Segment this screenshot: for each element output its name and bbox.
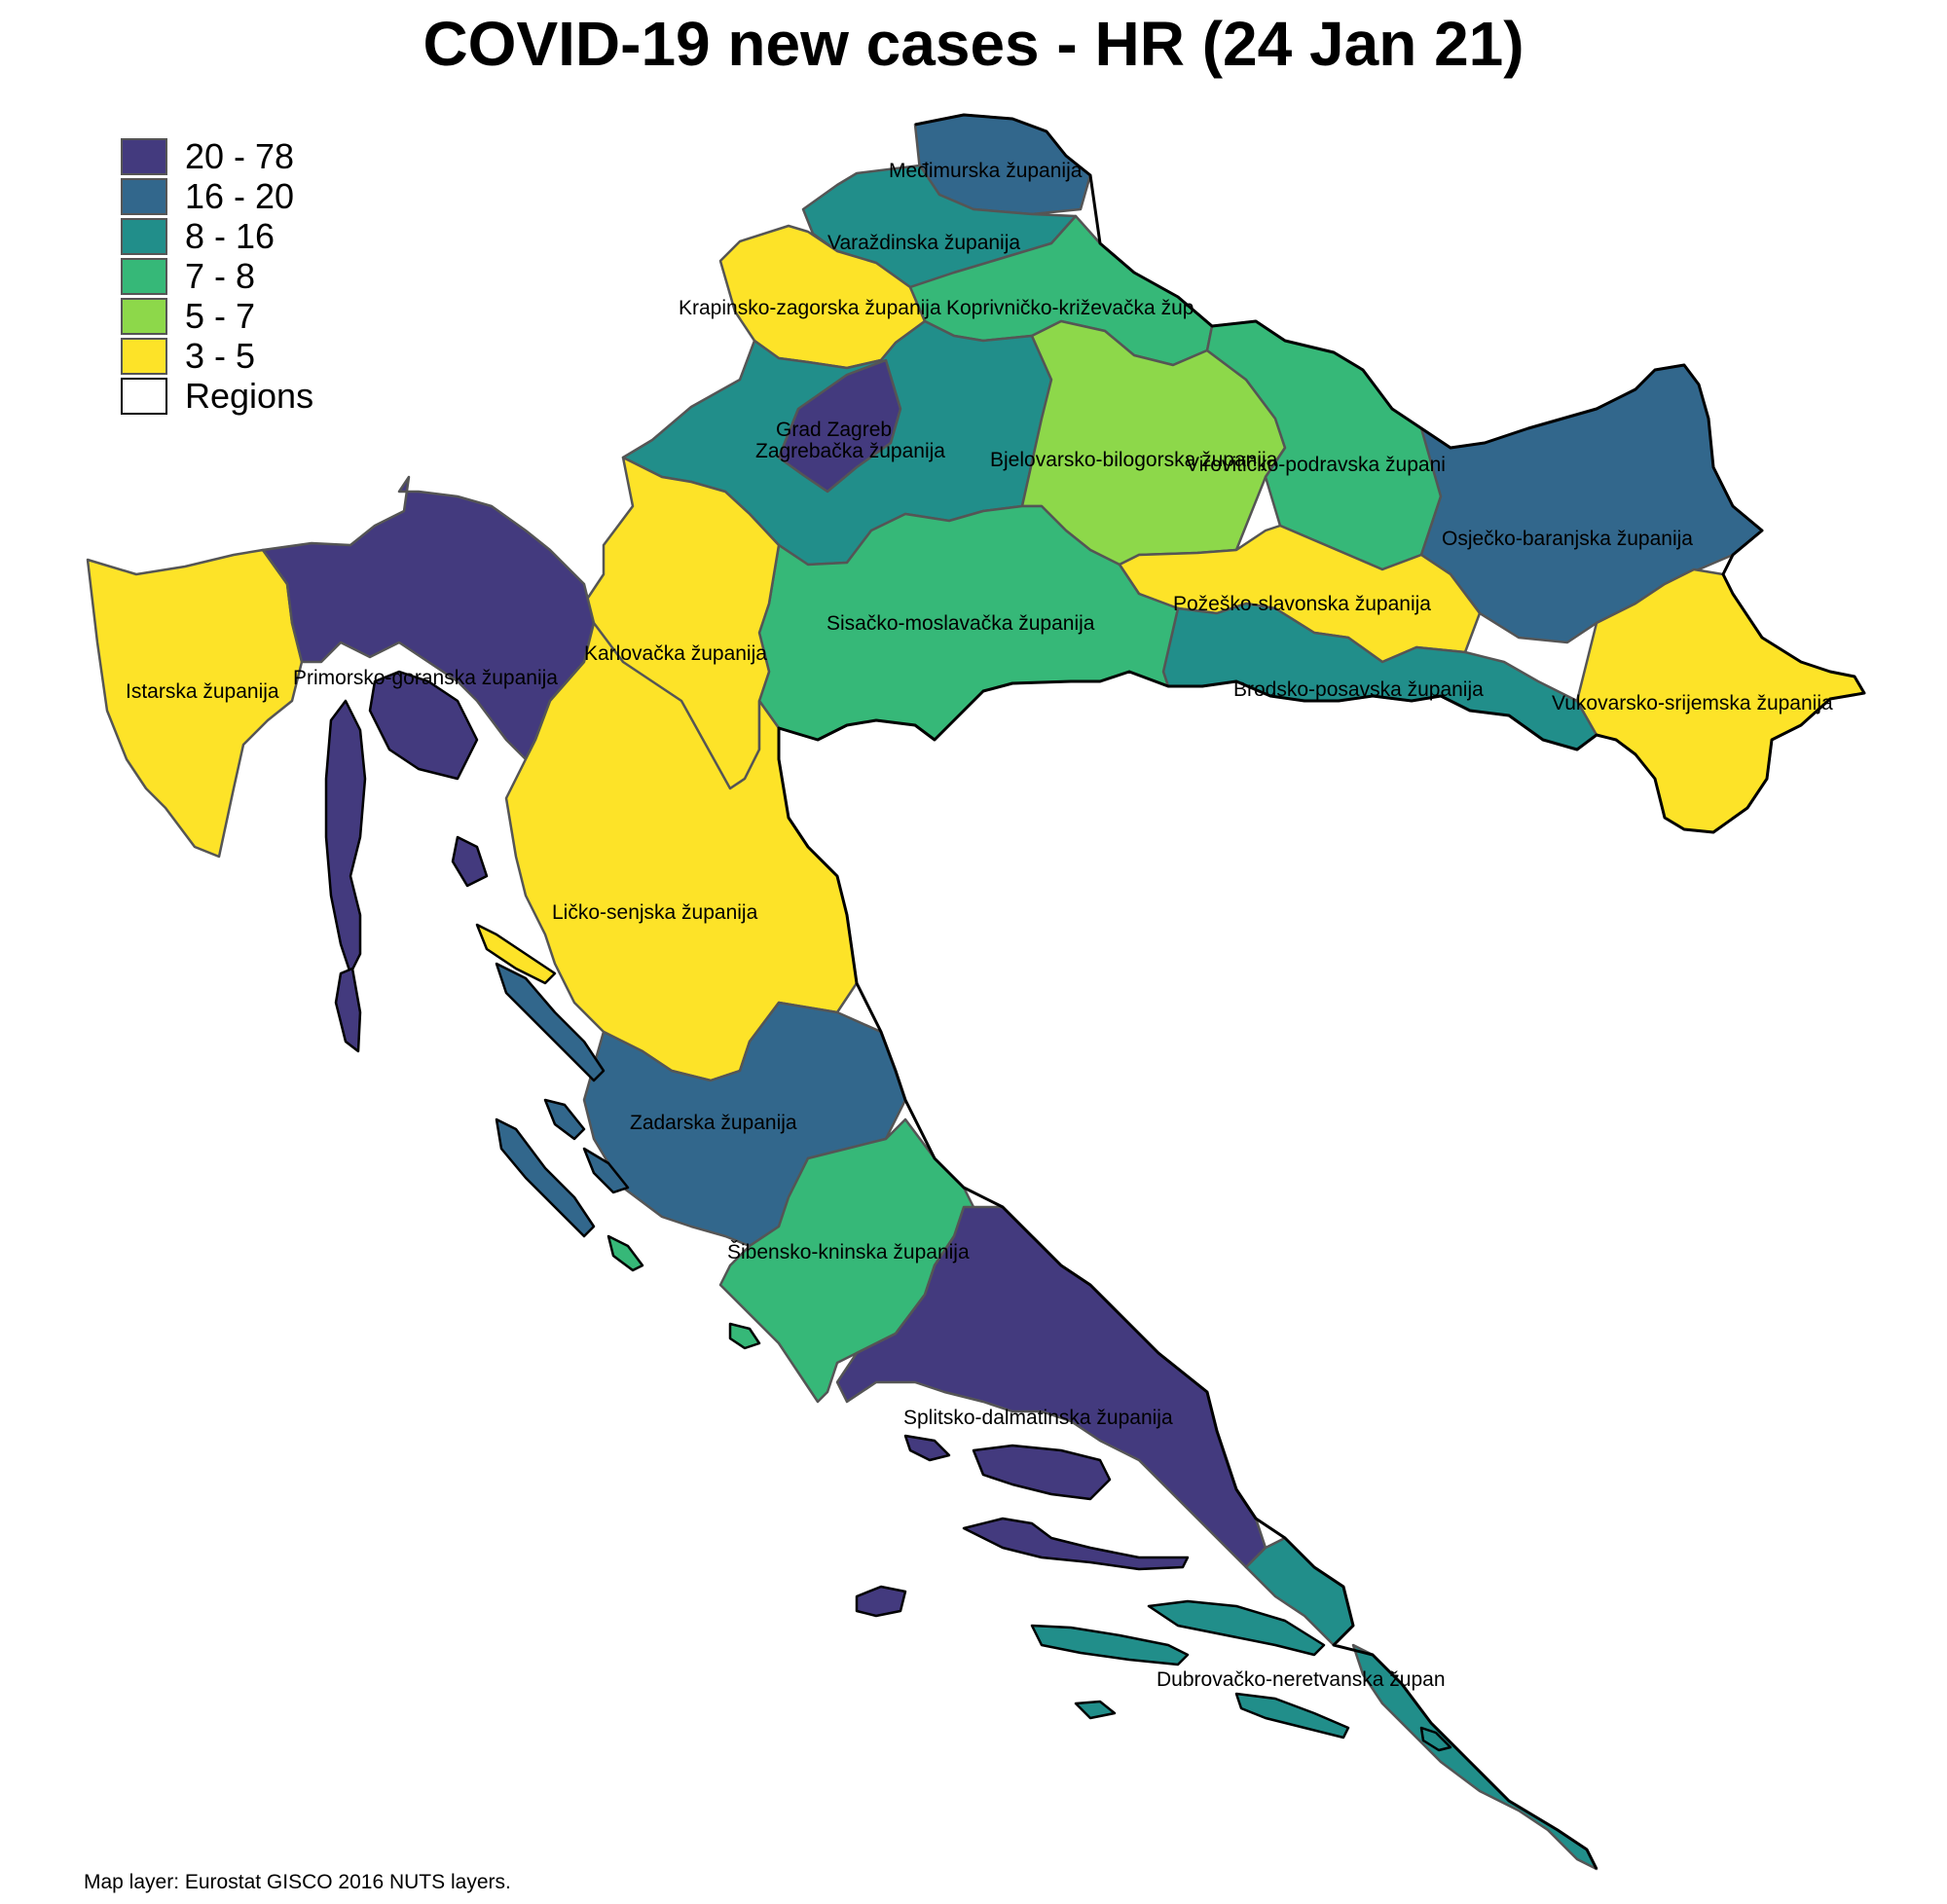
legend-item: 8 - 16 [121,216,313,256]
island-korcula [1030,1624,1190,1666]
legend-label: 16 - 20 [185,175,295,216]
legend-swatch [121,257,167,295]
legend-item: 5 - 7 [121,296,313,336]
legend-label: 7 - 8 [185,255,256,296]
island-pag-north [475,923,557,985]
legend-item: 20 - 78 [121,136,313,176]
legend-label-regions: Regions [185,375,314,416]
island-zirje [728,1322,761,1350]
map-legend: 20 - 78 16 - 20 8 - 16 7 - 8 5 - 7 3 - 5… [121,136,313,416]
legend-item: 3 - 5 [121,336,313,376]
source-caption: Map layer: Eurostat GISCO 2016 NUTS laye… [84,1871,511,1893]
island-krk [368,670,479,781]
legend-swatch [121,177,167,215]
island-losinj [334,967,362,1053]
legend-swatch [121,137,167,175]
map-title: COVID-19 new cases - HR (24 Jan 21) [422,9,1525,79]
island-kornati [606,1234,644,1272]
island-rab [451,835,489,888]
legend-swatch-regions [121,377,167,415]
region-dubrovacko-coast [1351,1643,1598,1871]
legend-item: 7 - 8 [121,256,313,296]
island-brac [972,1444,1112,1501]
country-outline [777,113,1866,1870]
island-elafiti [1419,1726,1452,1752]
legend-swatch [121,297,167,335]
island-peljesac [1147,1599,1326,1657]
island-vis [855,1585,907,1618]
legend-item-regions: Regions [121,376,313,416]
region-grad-zagreb [777,358,902,494]
island-pasman [582,1147,630,1194]
island-solta [903,1434,951,1462]
legend-label: 5 - 7 [185,295,256,336]
legend-label: 3 - 5 [185,335,256,376]
island-cres [324,699,367,975]
island-pag [495,962,606,1082]
region-istarska [86,548,304,859]
legend-label: 20 - 78 [185,135,295,176]
island-hvar [962,1517,1190,1571]
legend-swatch [121,337,167,375]
island-lastovo [1074,1700,1117,1720]
legend-swatch [121,217,167,255]
island-ugljan [543,1098,586,1141]
island-mljet [1234,1692,1350,1739]
legend-item: 16 - 20 [121,176,313,216]
island-dugi-otok [495,1117,596,1238]
legend-label: 8 - 16 [185,215,276,256]
